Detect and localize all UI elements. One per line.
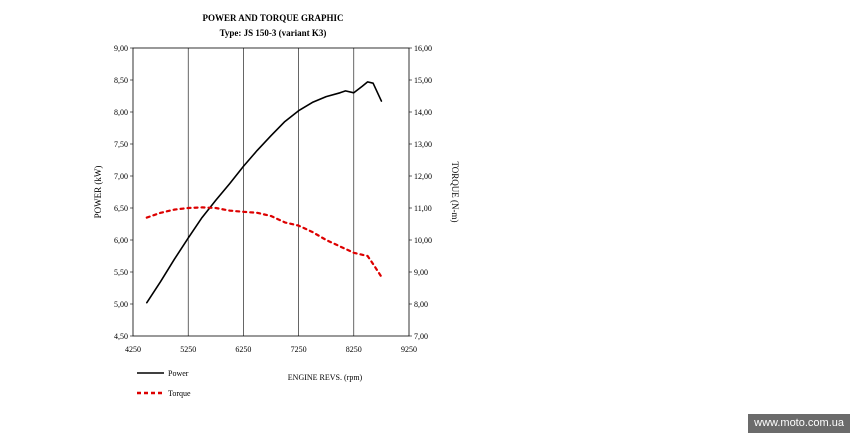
chart-subtitle: Type: JS 150-3 (variant K3) <box>220 28 327 38</box>
chart-title: POWER AND TORQUE GRAPHIC <box>203 13 344 23</box>
y-left-tick-label: 8,50 <box>114 76 128 85</box>
y-right-tick-label: 10,00 <box>414 236 432 245</box>
series-lines <box>145 81 383 304</box>
y-left-tick-label: 5,50 <box>114 268 128 277</box>
y-right-tick-label: 8,00 <box>414 300 428 309</box>
y-left-tick-label: 8,00 <box>114 108 128 117</box>
plot-area-frame <box>132 47 410 337</box>
y-right-tick-label: 11,00 <box>414 204 432 213</box>
y-axis-right-label: TORQUE (N-m) <box>450 161 460 222</box>
y-left-tick-label: 4,50 <box>114 332 128 341</box>
y-axis-left-label: POWER (kW) <box>93 166 103 219</box>
y-right-tick-label: 15,00 <box>414 76 432 85</box>
legend: Power Torque <box>137 369 191 398</box>
x-tick-label: 4250 <box>125 345 141 354</box>
axis-ticks: 4250 5250 6250 7250 8250 9250 4,50 5,00 5,50 6,00… <box>114 44 432 354</box>
y-left-tick-label: 7,50 <box>114 140 128 149</box>
y-left-tick-label: 6,50 <box>114 204 128 213</box>
y-right-tick-label: 7,00 <box>414 332 428 341</box>
legend-label-torque: Torque <box>168 389 191 398</box>
x-tick-label: 7250 <box>291 345 307 354</box>
torque-series-line <box>145 206 383 278</box>
y-right-tick-label: 13,00 <box>414 140 432 149</box>
y-left-tick-label: 6,00 <box>114 236 128 245</box>
y-right-tick-label: 9,00 <box>414 268 428 277</box>
y-right-tick-label: 16,00 <box>414 44 432 53</box>
x-tick-label: 9250 <box>401 345 417 354</box>
x-axis-label: ENGINE REVS. (rpm) <box>288 373 363 382</box>
y-right-tick-label: 12,00 <box>414 172 432 181</box>
y-left-tick-label: 7,00 <box>114 172 128 181</box>
x-tick-label: 6250 <box>235 345 251 354</box>
site-watermark: www.moto.com.ua <box>748 414 850 433</box>
legend-label-power: Power <box>168 369 189 378</box>
y-left-tick-label: 5,00 <box>114 300 128 309</box>
y-right-tick-label: 14,00 <box>414 108 432 117</box>
grid-lines <box>187 48 355 336</box>
y-left-tick-label: 9,00 <box>114 44 128 53</box>
x-tick-label: 5250 <box>180 345 196 354</box>
power-series-line <box>146 81 383 304</box>
x-tick-label: 8250 <box>346 345 362 354</box>
